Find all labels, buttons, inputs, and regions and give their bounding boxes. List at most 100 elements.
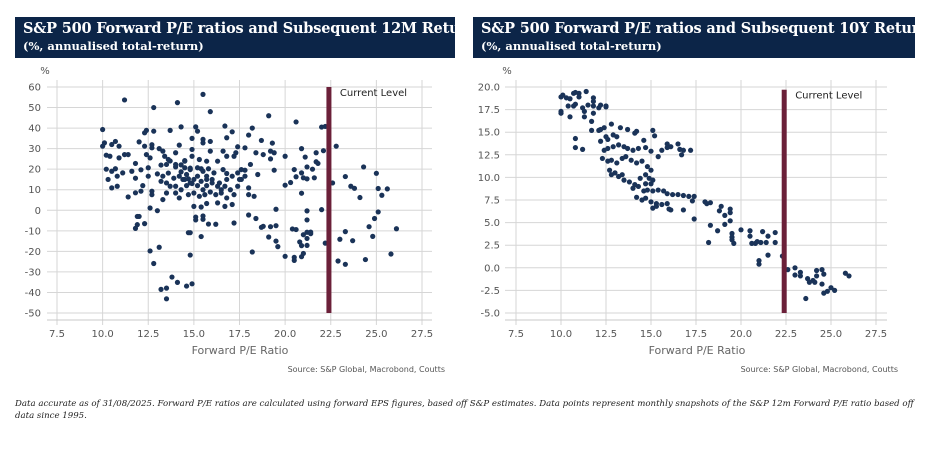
data-point [727,218,733,224]
data-point [635,183,642,190]
data-point [659,147,665,153]
data-point [109,168,115,174]
data-point [643,195,649,201]
data-point [589,127,595,133]
left-chart-title: S&P 500 Forward P/E ratios and Subsequen… [23,20,486,37]
data-point [824,288,831,294]
data-point [688,147,694,153]
y-tick-label: -2.5 [480,286,500,297]
data-point [251,193,257,199]
data-point [371,215,378,222]
data-point [235,170,241,176]
data-point [189,146,195,153]
data-point [185,192,191,198]
data-point [202,192,208,198]
data-point [207,138,213,145]
chart-0: 60 50 40 30 20 10 0 -10 -20 -30 -40 -50 7.5 10.0 12.5 1… [25,66,445,374]
data-point [282,153,288,159]
data-point [821,271,827,277]
y-tick-label: 17.5 [478,105,500,116]
data-point [828,285,834,291]
data-point [634,128,640,134]
data-point [136,139,142,145]
data-point [189,153,195,159]
data-point [580,146,586,152]
data-point [319,207,325,213]
data-point [716,208,723,214]
data-point [333,143,339,149]
data-point [298,243,305,249]
data-point [200,187,206,193]
data-point [114,183,120,189]
data-point [634,160,640,166]
data-point [189,281,195,287]
data-point [729,230,735,237]
data-point [814,267,820,274]
data-point [715,228,721,234]
data-point [603,134,609,140]
current-level-bar [326,87,332,313]
data-point [114,173,120,179]
data-point [187,180,193,186]
data-point [293,119,299,125]
scatter-points [100,91,400,302]
left-chart-subtitle: (%, annualised total-return) [23,39,204,53]
data-point [590,95,597,101]
data-point [293,226,299,233]
data-point [298,190,305,196]
data-point [125,151,131,158]
data-point [204,183,210,189]
data-point [664,191,670,197]
data-point [176,173,182,179]
data-point [598,138,604,144]
data-point [680,192,687,199]
data-point [335,258,341,264]
data-point [178,124,184,130]
data-point [100,126,106,133]
data-point [207,148,213,154]
data-point [608,157,615,163]
data-point [163,180,170,186]
y-tick-label: -5.0 [480,309,500,320]
data-point [200,91,206,97]
data-point [590,98,597,105]
x-tick-label: 7.5 [508,329,524,340]
data-point [183,183,190,189]
data-point [205,166,212,172]
data-point [224,153,230,159]
data-point [565,103,571,109]
data-point [643,172,649,178]
data-point [583,88,589,95]
data-point [792,272,798,278]
data-point [116,155,122,161]
data-point [165,170,171,176]
data-point [765,252,771,258]
x-tick-label: 25.0 [820,329,842,340]
data-point [313,150,319,156]
y-axis-unit: % [502,66,512,77]
data-point [342,173,348,180]
data-point [366,224,372,230]
data-point [253,215,259,222]
data-point [236,176,243,183]
charts-canvas: 60 50 40 30 20 10 0 -10 -20 -30 -40 -50 7.5 10.0 12.5 1… [25,66,898,374]
data-point [603,103,609,109]
data-point [142,130,148,136]
data-point [727,206,733,212]
data-point [758,239,764,246]
scatter-points [558,88,852,302]
data-point [309,166,316,172]
data-point [196,193,202,199]
x-tick-label: 25.0 [365,329,387,340]
y-tick-label: 50 [28,103,41,114]
data-point [644,187,651,193]
data-point [362,256,369,263]
data-point [797,273,804,279]
data-point [109,141,115,148]
data-point [207,189,213,195]
data-point [173,190,179,196]
data-point [173,150,179,156]
data-point [220,148,226,154]
data-point [689,198,696,204]
data-point [132,175,139,181]
